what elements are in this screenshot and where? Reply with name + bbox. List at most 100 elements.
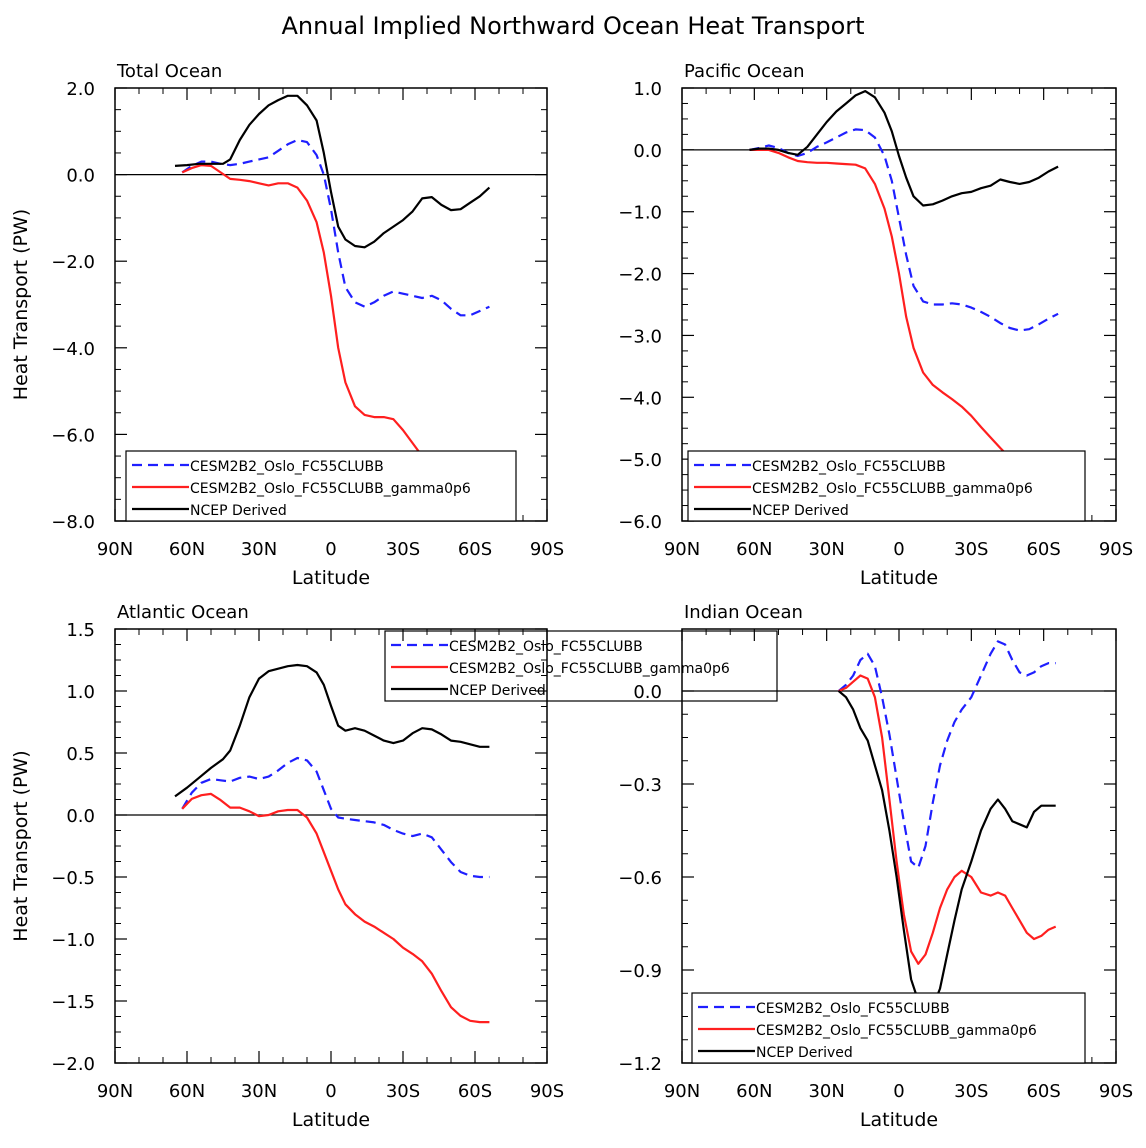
y-tick-label: −1.0 xyxy=(618,203,662,224)
x-axis-label: Latitude xyxy=(292,1109,370,1131)
x-tick-label: 30S xyxy=(954,539,988,560)
y-tick-label: 0.0 xyxy=(633,682,662,703)
x-tick-label: 30N xyxy=(808,539,844,560)
x-tick-label: 60S xyxy=(1026,539,1060,560)
x-tick-label: 60N xyxy=(736,539,772,560)
y-tick-label: −3.0 xyxy=(618,326,662,347)
legend-label: CESM2B2_Oslo_FC55CLUBB xyxy=(752,459,946,475)
y-tick-label: −2.0 xyxy=(51,252,95,273)
panel-title: Pacific Ocean xyxy=(684,61,805,82)
panel-title: Indian Ocean xyxy=(684,602,803,623)
x-tick-label: 30S xyxy=(386,1081,420,1102)
x-axis-label: Latitude xyxy=(860,567,938,589)
x-axis-label: Latitude xyxy=(292,567,370,589)
x-tick-label: 60S xyxy=(1026,1081,1060,1102)
panel-total-ocean: 90N 60N 30N 0 30S 60S 90S 2.0 0.0 −2.0 −4.0 −6.0 −8.… xyxy=(10,61,564,589)
legend-label: CESM2B2_Oslo_FC55CLUBB xyxy=(190,459,384,475)
x-tick-label: 90N xyxy=(97,539,133,560)
x-tick-label: 0 xyxy=(893,1081,904,1102)
x-tick-label: 90N xyxy=(97,1081,133,1102)
y-tick-label: −6.0 xyxy=(618,512,662,533)
series-line-cesm2b2-oslo-fc55clubb xyxy=(749,128,1059,332)
y-tick-label: 0.0 xyxy=(66,166,95,187)
series-line-ncep-derived xyxy=(837,690,1056,1015)
x-tick-label: 30S xyxy=(386,539,420,560)
figure-title: Annual Implied Northward Ocean Heat Tran… xyxy=(281,12,864,40)
series-line-cesm2b2-oslo-fc55clubb-gamma0p6 xyxy=(838,674,1057,965)
series-line-ncep-derived xyxy=(174,663,490,798)
x-tick-label: 90N xyxy=(664,1081,700,1102)
x-tick-label: 60N xyxy=(169,539,205,560)
legend-label: CESM2B2_Oslo_FC55CLUBB xyxy=(756,1001,950,1017)
legend-label: CESM2B2_Oslo_FC55CLUBB_gamma0p6 xyxy=(752,481,1033,497)
y-tick-label: −1.2 xyxy=(618,1054,662,1075)
x-tick-label: 90S xyxy=(530,1081,564,1102)
x-tick-label: 30N xyxy=(808,1081,844,1102)
legend-label: CESM2B2_Oslo_FC55CLUBB xyxy=(449,639,643,655)
legend: CESM2B2_Oslo_FC55CLUBB CESM2B2_Oslo_FC55C… xyxy=(691,992,1086,1064)
y-tick-label: −8.0 xyxy=(51,512,95,533)
y-tick-label: −4.0 xyxy=(51,339,95,360)
x-tick-label: 30N xyxy=(241,1081,277,1102)
series-line-cesm2b2-oslo-fc55clubb-gamma0p6 xyxy=(749,148,1059,464)
legend-box xyxy=(687,450,1086,522)
legend-label: NCEP Derived xyxy=(190,503,287,519)
legend: CESM2B2_Oslo_FC55CLUBB CESM2B2_Oslo_FC55C… xyxy=(125,450,517,522)
legend-label: CESM2B2_Oslo_FC55CLUBB_gamma0p6 xyxy=(756,1023,1037,1039)
y-tick-label: −0.3 xyxy=(618,775,662,796)
legend-box xyxy=(125,450,517,522)
x-axis-label: Latitude xyxy=(860,1109,938,1131)
panels: 90N 60N 30N 0 30S 60S 90S 2.0 0.0 −2.0 −4.0 −6.0 −8.… xyxy=(10,61,1133,1131)
x-tick-label: 90S xyxy=(1099,1081,1133,1102)
y-tick-label: −2.0 xyxy=(51,1054,95,1075)
x-tick-label: 60N xyxy=(169,1081,205,1102)
y-tick-label: −1.5 xyxy=(51,992,95,1013)
y-axis-label: Heat Transport (PW) xyxy=(10,750,32,941)
y-tick-label: −0.5 xyxy=(51,868,95,889)
y-tick-label: −4.0 xyxy=(618,388,662,409)
y-tick-label: −1.0 xyxy=(51,930,95,951)
series-line-ncep-derived xyxy=(749,89,1059,207)
y-tick-label: 2.0 xyxy=(66,79,95,100)
x-tick-label: 90S xyxy=(530,539,564,560)
legend-label: NCEP Derived xyxy=(449,683,546,699)
x-tick-label: 30S xyxy=(954,1081,988,1102)
series-line-cesm2b2-oslo-fc55clubb-gamma0p6 xyxy=(181,792,490,1024)
y-tick-label: 0.0 xyxy=(633,141,662,162)
y-axis-label: Heat Transport (PW) xyxy=(10,209,32,400)
x-tick-label: 60S xyxy=(458,539,492,560)
x-tick-label: 0 xyxy=(325,539,336,560)
x-tick-label: 90N xyxy=(664,539,700,560)
y-tick-label: −5.0 xyxy=(618,450,662,471)
y-tick-label: 1.0 xyxy=(66,682,95,703)
legend: CESM2B2_Oslo_FC55CLUBB CESM2B2_Oslo_FC55C… xyxy=(384,630,778,702)
series-line-cesm2b2-oslo-fc55clubb xyxy=(181,138,490,317)
x-tick-label: 30N xyxy=(241,539,277,560)
legend-label: NCEP Derived xyxy=(756,1045,853,1061)
y-tick-label: 0.0 xyxy=(66,806,95,827)
y-tick-label: 1.5 xyxy=(66,620,95,641)
panel-title: Total Ocean xyxy=(116,61,222,82)
y-tick-label: 1.0 xyxy=(633,79,662,100)
panel-indian-ocean: 90N 60N 30N 0 30S 60S 90S 0.0 −0.3 −0.6 −0.9 −1.2 In… xyxy=(618,602,1133,1131)
legend-label: CESM2B2_Oslo_FC55CLUBB_gamma0p6 xyxy=(449,661,730,677)
panel-atlantic-ocean: 90N 60N 30N 0 30S 60S 90S 1.5 1.0 0.5 0.0 −0.5 −1.0 −… xyxy=(10,602,778,1131)
panel-pacific-ocean: 90N 60N 30N 0 30S 60S 90S 1.0 0.0 −1.0 −2.0 −3.0 −4.… xyxy=(618,61,1133,589)
x-tick-label: 0 xyxy=(893,539,904,560)
series-line-cesm2b2-oslo-fc55clubb xyxy=(837,640,1056,869)
y-tick-label: −0.9 xyxy=(618,961,662,982)
series-line-cesm2b2-oslo-fc55clubb xyxy=(181,756,490,879)
x-tick-label: 0 xyxy=(325,1081,336,1102)
legend-label: NCEP Derived xyxy=(752,503,849,519)
legend-box xyxy=(384,630,778,702)
x-tick-label: 60S xyxy=(458,1081,492,1102)
y-tick-label: −2.0 xyxy=(618,265,662,286)
y-tick-label: −0.6 xyxy=(618,868,662,889)
legend-box xyxy=(691,992,1086,1064)
series-line-ncep-derived xyxy=(174,94,491,249)
x-tick-label: 60N xyxy=(736,1081,772,1102)
y-tick-label: 0.5 xyxy=(66,744,95,765)
legend-label: CESM2B2_Oslo_FC55CLUBB_gamma0p6 xyxy=(190,481,471,497)
x-tick-label: 90S xyxy=(1099,539,1133,560)
